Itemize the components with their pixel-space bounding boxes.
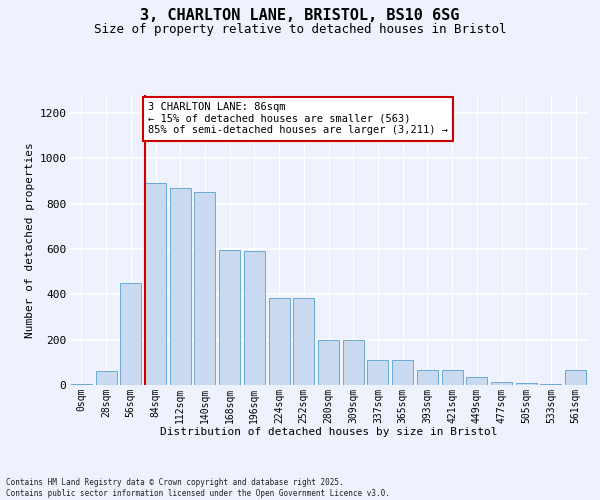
Bar (343, 340, 364, 385)
Bar (565, 370, 586, 385)
Bar (417, 370, 438, 385)
Bar (442, 370, 463, 385)
X-axis label: Distribution of detached houses by size in Bristol: Distribution of detached houses by size … (160, 427, 497, 437)
Bar (269, 298, 290, 385)
Bar (392, 360, 413, 385)
Bar (95, 370, 116, 385)
Bar (194, 192, 215, 385)
Bar (145, 184, 166, 385)
Bar (367, 360, 388, 385)
Bar (491, 382, 512, 385)
Bar (293, 298, 314, 385)
Text: Contains HM Land Registry data © Crown copyright and database right 2025.
Contai: Contains HM Land Registry data © Crown c… (6, 478, 390, 498)
Bar (516, 383, 537, 385)
Bar (219, 250, 240, 385)
Text: 3 CHARLTON LANE: 86sqm
← 15% of detached houses are smaller (563)
85% of semi-de: 3 CHARLTON LANE: 86sqm ← 15% of detached… (148, 102, 448, 136)
Bar (541, 384, 562, 385)
Text: Size of property relative to detached houses in Bristol: Size of property relative to detached ho… (94, 22, 506, 36)
Bar (71, 384, 92, 385)
Bar (318, 340, 339, 385)
Text: 3, CHARLTON LANE, BRISTOL, BS10 6SG: 3, CHARLTON LANE, BRISTOL, BS10 6SG (140, 8, 460, 22)
Bar (120, 283, 141, 385)
Bar (170, 188, 191, 385)
Bar (244, 252, 265, 385)
Y-axis label: Number of detached properties: Number of detached properties (25, 142, 35, 338)
Bar (466, 377, 487, 385)
